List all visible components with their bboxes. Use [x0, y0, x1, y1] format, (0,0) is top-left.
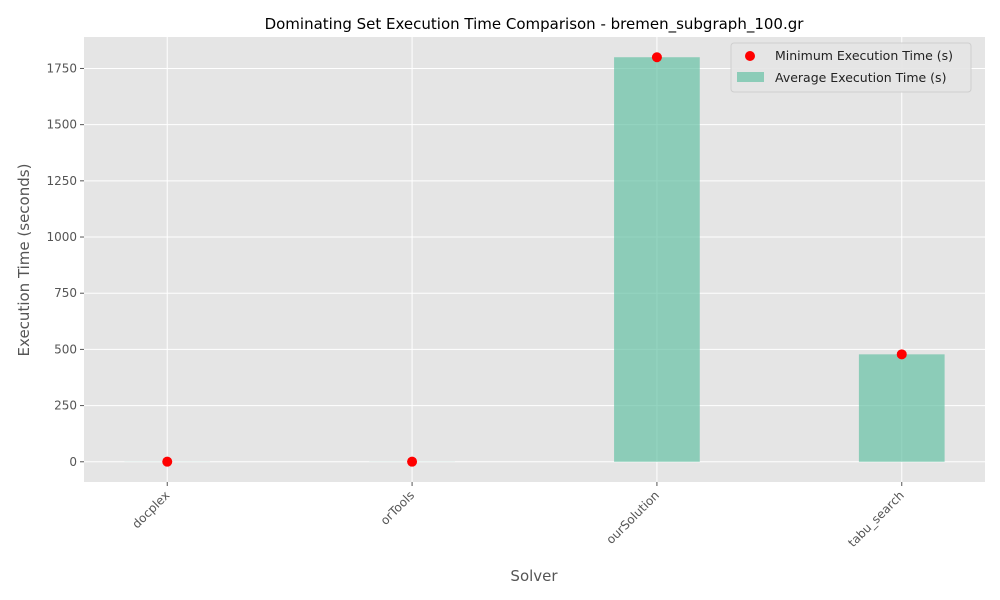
y-tick-label: 250 [54, 399, 77, 413]
point-ourSolution [651, 52, 662, 63]
y-tick-labels: 0 250 500 750 1000 1250 1500 1750 [46, 61, 84, 469]
y-tick-label: 1500 [46, 118, 77, 132]
x-tick-labels: docplex orTools ourSolution tabu_search [129, 482, 907, 550]
min-points [162, 52, 907, 467]
x-axis-title: Solver [510, 567, 558, 585]
x-tick-label: tabu_search [845, 488, 907, 550]
legend-label-minimum: Minimum Execution Time (s) [775, 48, 953, 63]
point-orTools [407, 456, 418, 467]
y-tick-label: 1250 [46, 174, 77, 188]
bars [124, 57, 945, 462]
y-tick-label: 750 [54, 286, 77, 300]
x-tick-label: ourSolution [604, 488, 663, 547]
y-axis-title: Execution Time (seconds) [15, 164, 33, 357]
legend-marker-minimum [745, 51, 755, 61]
legend-box [730, 42, 972, 93]
x-tick-label: orTools [378, 488, 417, 527]
legend: Minimum Execution Time (s) Average Execu… [730, 42, 972, 93]
chart-title: Dominating Set Execution Time Comparison… [265, 15, 805, 34]
bar-tabu_search [858, 354, 945, 462]
legend-swatch-average [737, 72, 764, 82]
y-tick-label: 1000 [46, 230, 77, 244]
legend-label-average: Average Execution Time (s) [775, 70, 946, 85]
plot-background [84, 37, 985, 482]
bar-ourSolution [614, 57, 700, 462]
point-tabu_search [896, 349, 907, 360]
point-docplex [162, 456, 173, 467]
y-tick-label: 1750 [46, 61, 77, 75]
x-tick-label: docplex [129, 488, 172, 531]
y-tick-label: 500 [54, 342, 77, 356]
y-tick-label: 0 [69, 455, 77, 469]
